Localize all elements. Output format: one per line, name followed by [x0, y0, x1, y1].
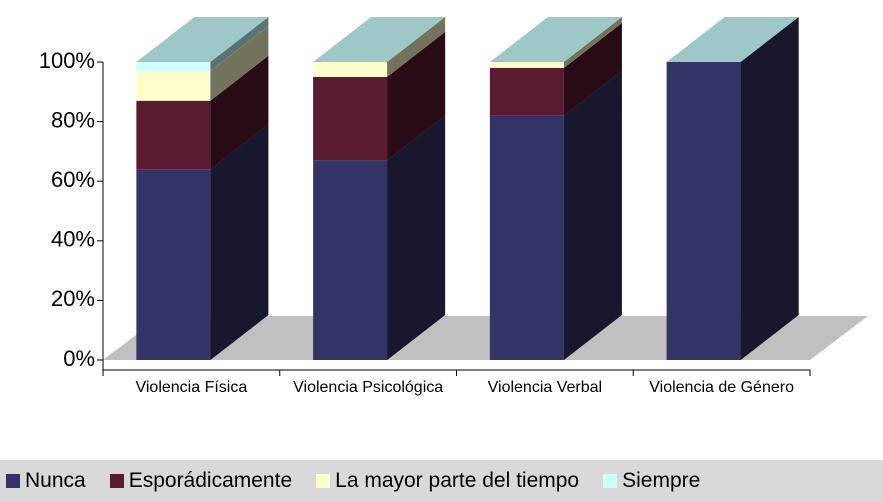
x-tick-label: Violencia de Género: [649, 379, 794, 396]
y-tick-label: 0%: [63, 346, 95, 371]
bar-side-shade: [740, 17, 799, 360]
bar-side-shade: [387, 115, 446, 360]
legend-item: Nunca: [6, 469, 86, 493]
legend-label: Siempre: [622, 469, 701, 492]
bar-segment: [313, 160, 388, 360]
legend-label: La mayor parte del tiempo: [335, 469, 580, 492]
legend-swatch: [6, 474, 20, 488]
x-tick-label: Violencia Psicológica: [293, 379, 444, 396]
legend-swatch: [603, 474, 618, 488]
bar-segment: [489, 115, 564, 360]
bar-side-shade: [563, 17, 622, 68]
bar-segment: [313, 76, 388, 161]
bar-top: [313, 17, 446, 62]
legend-label: Nunca: [25, 469, 86, 492]
legend-swatch: [316, 474, 331, 488]
bar-side-shade: [210, 17, 269, 71]
legend-item: Esporádicamente: [109, 469, 293, 493]
bar-side-shade: [563, 70, 622, 360]
y-tick-label: 20%: [51, 286, 95, 311]
bar-top: [136, 17, 269, 62]
bar-segment: [489, 67, 564, 116]
legend-label: Esporádicamente: [128, 469, 293, 492]
bar-segment: [136, 169, 211, 360]
bar-segment: [666, 62, 741, 360]
bar-top: [489, 17, 622, 62]
legend-swatch: [109, 474, 124, 488]
y-tick-label: 100%: [39, 48, 95, 73]
y-tick-label: 40%: [51, 227, 95, 252]
legend: Nunca Esporádicamente La mayor parte del t…: [0, 460, 883, 502]
bar-side-shade: [210, 55, 269, 170]
bar-segment: [136, 100, 211, 170]
bar-segment: [313, 62, 388, 77]
bar-side-shade: [387, 17, 446, 77]
x-tick-label: Violencia Verbal: [487, 379, 603, 396]
bar-side-shade: [210, 25, 269, 101]
x-tick-label: Violencia Física: [135, 379, 248, 396]
bar-side-shade: [210, 124, 269, 360]
chart: 0% 20% 40% 60% 80% 100%: [39, 17, 868, 376]
bar-segment: [136, 70, 211, 101]
bar-side-shade: [563, 22, 622, 116]
legend-item: La mayor parte del tiempo: [316, 469, 579, 493]
bar-side-shade: [387, 31, 446, 161]
legend-item: Siempre: [603, 469, 700, 493]
bar-segment: [136, 62, 211, 71]
y-tick-label: 60%: [51, 167, 95, 192]
bar-top: [666, 17, 799, 62]
y-tick-label: 80%: [51, 107, 95, 132]
bar-segment: [489, 62, 564, 68]
